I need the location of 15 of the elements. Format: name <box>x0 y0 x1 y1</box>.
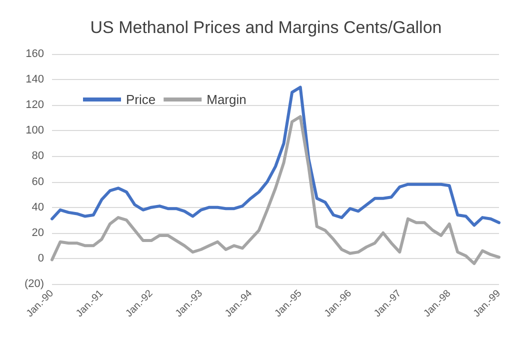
line-series <box>50 86 500 227</box>
y-tick-label: 100 <box>26 124 44 137</box>
line-series <box>50 115 500 266</box>
y-tick-label: 40 <box>32 201 44 214</box>
legend-label: Price <box>126 92 156 107</box>
legend-label: Margin <box>206 92 246 107</box>
y-tick-label: (20) <box>24 278 44 290</box>
y-tick-label: 140 <box>26 74 44 86</box>
y-tick-label: 120 <box>26 99 44 112</box>
y-tick-label: 60 <box>32 176 44 188</box>
y-tick-label: 20 <box>32 226 44 239</box>
y-tick-label: 80 <box>32 150 44 162</box>
chart-title: US Methanol Prices and Margins Cents/Gallon <box>90 18 442 37</box>
y-tick-label: 0 <box>38 252 44 264</box>
y-tick-label: 160 <box>26 48 44 60</box>
